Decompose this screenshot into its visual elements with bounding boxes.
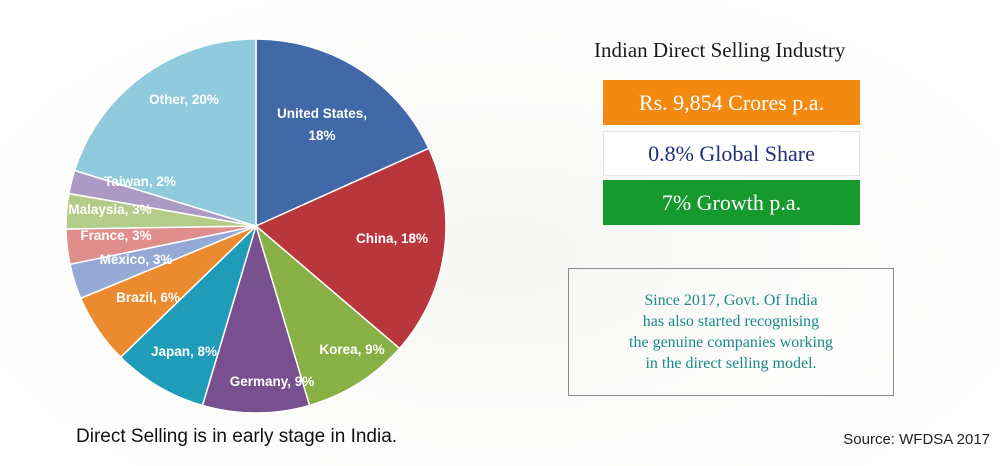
panel-title: Indian Direct Selling Industry xyxy=(594,38,846,62)
slice-label: France, 3% xyxy=(80,228,151,243)
slice-label: China, 18% xyxy=(356,231,428,246)
revenue-stat-box: Rs. 9,854 Crores p.a. xyxy=(603,80,860,125)
pie-slice-germany xyxy=(201,223,311,414)
pie-slices xyxy=(65,38,447,414)
source-credit: Source: WFDSA 2017 xyxy=(843,431,990,448)
slice-label: Taiwan, 2% xyxy=(104,174,176,189)
slice-label: Japan, 8% xyxy=(151,344,217,359)
slice-label: Mexico, 3% xyxy=(100,252,173,267)
note-text: Since 2017, Govt. Of India has also star… xyxy=(629,290,833,374)
slice-label: United States, 18% xyxy=(277,106,367,143)
pie-slice-other xyxy=(73,38,257,228)
pie-chart: United States, 18% China, 18% Korea, 9% Germ… xyxy=(65,38,447,414)
chart-caption: Direct Selling is in early stage in Indi… xyxy=(76,426,398,447)
global-share-stat-box: 0.8% Global Share xyxy=(603,131,860,176)
pie-slice-korea xyxy=(254,223,401,407)
slice-label: Malaysia, 3% xyxy=(68,202,151,217)
note-box: Since 2017, Govt. Of India has also star… xyxy=(568,268,894,396)
pie-slice-united-states xyxy=(255,38,430,228)
note-line: has also started recognising xyxy=(642,313,820,330)
slice-label: Brazil, 6% xyxy=(116,290,180,305)
slice-label: Germany, 9% xyxy=(230,374,315,389)
pie-slice-japan xyxy=(119,223,258,407)
slice-label: Other, 20% xyxy=(149,92,219,107)
slice-label: Korea, 9% xyxy=(319,342,384,357)
note-line: in the direct selling model. xyxy=(645,355,817,372)
pie-slice-china xyxy=(254,147,447,350)
growth-stat-box: 7% Growth p.a. xyxy=(603,180,860,225)
note-line: Since 2017, Govt. Of India xyxy=(644,292,818,309)
pie-labels: United States, 18% China, 18% Korea, 9% Germ… xyxy=(68,92,428,389)
note-line: the genuine companies working xyxy=(629,334,833,351)
